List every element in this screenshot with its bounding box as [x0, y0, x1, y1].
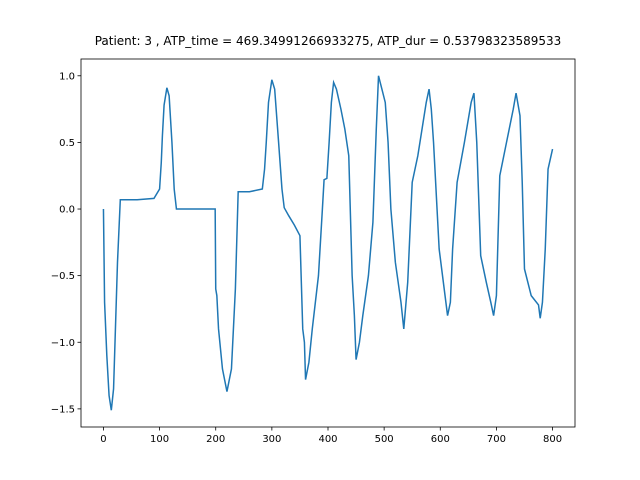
x-tick-label: 800	[543, 434, 562, 445]
line	[102, 75, 554, 411]
axes-frame	[80, 58, 576, 428]
y-tick-label: −0.5	[51, 271, 75, 282]
y-tick-label: −1.0	[51, 338, 75, 349]
x-tick-label: 100	[150, 434, 169, 445]
x-tick-label: 0	[100, 434, 106, 445]
y-tick-label: −1.5	[51, 404, 75, 415]
x-tick-label: 400	[318, 434, 337, 445]
x-tick-label: 600	[431, 434, 450, 445]
x-tick-label: 300	[262, 434, 281, 445]
y-tick-label: 1.0	[59, 71, 75, 82]
chart-title: Patient: 3 , ATP_time = 469.349912669332…	[95, 34, 562, 48]
y-tick-label: 0.5	[59, 138, 75, 149]
x-tick-label: 200	[206, 434, 225, 445]
x-tick-label: 700	[487, 434, 506, 445]
x-tick-label: 500	[375, 434, 394, 445]
y-tick-label: 0.0	[59, 205, 75, 216]
